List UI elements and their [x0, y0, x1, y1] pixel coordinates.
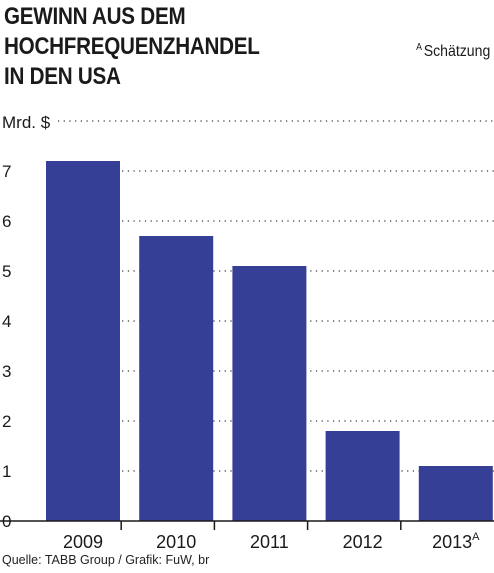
- bar: [325, 431, 400, 521]
- chart-title-line-1: GEWINN AUS DEM HOCHFREQUENZHANDEL: [4, 3, 260, 60]
- y-tick-label: 7: [2, 162, 11, 181]
- y-tick-label: 5: [2, 262, 11, 281]
- y-tick-label: 4: [2, 312, 11, 331]
- x-tick-label: 2011: [250, 532, 289, 552]
- source-note: Quelle: TABB Group / Grafik: FuW, br: [2, 553, 210, 567]
- y-tick-label: 1: [2, 462, 11, 481]
- y-tick-label: 6: [2, 212, 11, 231]
- x-axis-ticks: [120, 521, 402, 530]
- x-axis-tick-labels: 2009 2010 2011 2012 2013A: [63, 531, 480, 552]
- footnote-legend: A Schätzung: [416, 42, 490, 61]
- chart-title-line-2: IN DEN USA: [4, 63, 121, 90]
- bars: [46, 161, 493, 521]
- y-tick-label: 3: [2, 362, 11, 381]
- x-tick-label: 2012: [343, 532, 383, 552]
- y-tick-label: 2: [2, 412, 11, 431]
- bar: [232, 266, 307, 521]
- x-tick-label: 2009: [63, 532, 103, 552]
- x-tick-label: 2010: [156, 532, 196, 552]
- chart-title: GEWINN AUS DEM HOCHFREQUENZHANDEL IN DEN…: [4, 2, 417, 92]
- y-axis-tick-labels: 01234567: [2, 162, 11, 531]
- x-tick-label: 2013A: [432, 531, 480, 552]
- bar: [139, 236, 214, 521]
- footnote-text: Schätzung: [423, 43, 490, 60]
- y-axis-label: Mrd. $: [2, 113, 51, 132]
- bar: [418, 466, 493, 521]
- bar: [46, 161, 120, 521]
- footnote-marker: A: [415, 42, 422, 53]
- x-tick-footnote-marker: A: [472, 531, 480, 543]
